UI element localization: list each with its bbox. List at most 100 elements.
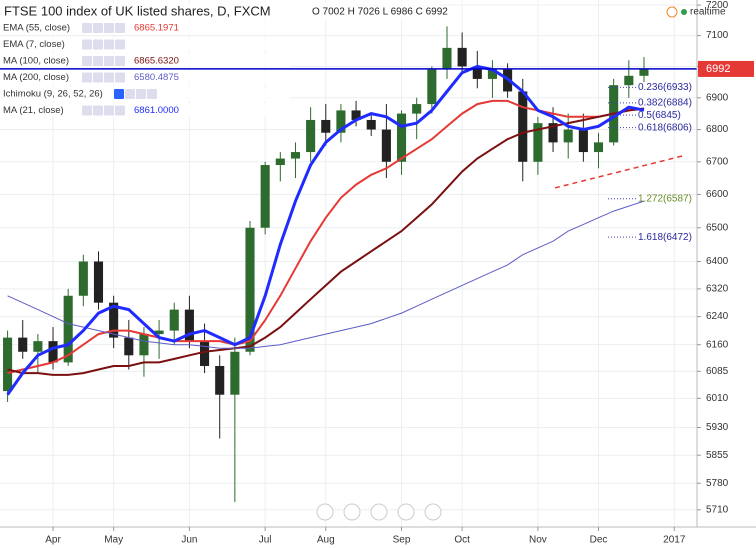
legend-button (125, 89, 135, 99)
y-tick-label: 6700 (706, 156, 729, 167)
price-tag (698, 60, 754, 77)
legend-button (82, 23, 92, 33)
candle-body (260, 165, 270, 228)
legend-button (93, 23, 103, 33)
x-tick-label: May (104, 535, 123, 546)
legend-bg (0, 54, 290, 68)
legend-value: 6861.0000 (134, 105, 179, 116)
legend-value: 6865.6320 (134, 56, 179, 67)
candle-body (184, 309, 194, 342)
candle-body (78, 261, 88, 296)
candle-body (306, 119, 316, 153)
candle-body (33, 341, 43, 352)
legend-button (104, 23, 114, 33)
candle-body (200, 341, 210, 366)
y-tick-label: 6800 (706, 124, 729, 135)
y-tick-label: 6500 (706, 222, 729, 233)
ma-line (6, 64, 645, 396)
candle-body (63, 295, 73, 363)
candle-body (412, 104, 422, 114)
x-tick-label: Jun (181, 535, 197, 546)
legend-value: 6865.1971 (134, 23, 179, 34)
zoom-in-button[interactable] (397, 503, 415, 521)
candle-body (109, 302, 119, 338)
chart-title: FTSE 100 index of UK listed shares, D, F… (4, 3, 271, 18)
plot: 0.236(6933) 0.382(6884) 0.5(6845)0.618(680… (0, 0, 697, 527)
x-tick-label: Aug (317, 535, 335, 546)
candle-body (472, 66, 482, 79)
candle-body (518, 91, 528, 162)
candle-body (563, 129, 573, 143)
candle-body (245, 227, 255, 352)
candle-body (442, 47, 452, 70)
x-tick-label: Apr (45, 535, 61, 546)
fib-label: 0.5(6845) (638, 110, 681, 121)
candle-body (93, 261, 104, 303)
legend-button (115, 39, 125, 50)
legend-name: EMA (55, close) (3, 23, 70, 34)
x-tick-label: Dec (590, 535, 608, 546)
scroll-right-button[interactable] (424, 503, 442, 521)
legend-bg (0, 103, 290, 118)
legend-button (93, 56, 103, 66)
legend-button (104, 56, 114, 66)
price-tag-label: 6992 (706, 63, 730, 75)
candle-body (124, 337, 134, 356)
y-tick-label: 6240 (706, 311, 729, 322)
legend-bg (0, 70, 290, 85)
legend-value: 6580.4875 (134, 72, 179, 83)
legend-button (82, 105, 92, 116)
candle-body (169, 309, 179, 331)
candle-body (275, 158, 285, 166)
candle-body (351, 110, 361, 120)
ma-line (7, 200, 645, 349)
candle-body (154, 330, 164, 335)
legend-name: MA (21, close) (3, 105, 64, 116)
candle-body (139, 334, 149, 356)
y-tick-label: 6320 (706, 284, 729, 295)
candle-body (48, 341, 58, 363)
legend: EMA (55, close) 6865.1971 EMA (7, close) MA… (0, 21, 290, 118)
legend-button (115, 23, 125, 33)
legend-button (82, 39, 92, 50)
candle-body (593, 142, 604, 153)
legend-button (115, 72, 125, 83)
status-text: realtime (690, 7, 726, 18)
y-tick-label: 7200 (706, 0, 729, 11)
candle-body (381, 129, 391, 162)
legend-button (136, 89, 146, 99)
candle-body (548, 123, 558, 143)
y-tick-label: 5930 (706, 422, 729, 433)
y-tick-label: 5780 (706, 478, 729, 489)
candle-body (18, 337, 28, 352)
candle-body (290, 152, 301, 159)
header-bg (0, 2, 440, 20)
legend-button (104, 72, 114, 83)
legend-button (147, 89, 157, 99)
candle-body (336, 110, 346, 133)
candle-body (533, 123, 543, 162)
legend-button (93, 39, 103, 50)
status-dot (681, 9, 687, 15)
legend-button (114, 89, 124, 99)
y-tick-label: 6160 (706, 339, 729, 350)
scroll-left-button[interactable] (316, 503, 334, 521)
y-tick-label: 5710 (706, 504, 729, 515)
legend-button (104, 39, 114, 50)
legend-button (93, 72, 103, 83)
reset-button[interactable] (370, 503, 388, 521)
y-tick-label: 6900 (706, 92, 729, 103)
y-tick-label: 6085 (706, 366, 729, 377)
candle-body (639, 68, 649, 76)
legend-button (115, 56, 125, 66)
legend-name: MA (100, close) (3, 56, 69, 67)
legend-name: Ichimoku (9, 26, 52, 26) (3, 89, 103, 100)
clock-icon[interactable] (666, 6, 678, 18)
fib-label: 0.382(6884) (638, 97, 692, 108)
legend-bg (0, 37, 290, 52)
x-tick-label: 2017 (663, 535, 686, 546)
trend-line (554, 154, 686, 189)
zoom-out-button[interactable] (343, 503, 361, 521)
ma-line (7, 107, 645, 376)
